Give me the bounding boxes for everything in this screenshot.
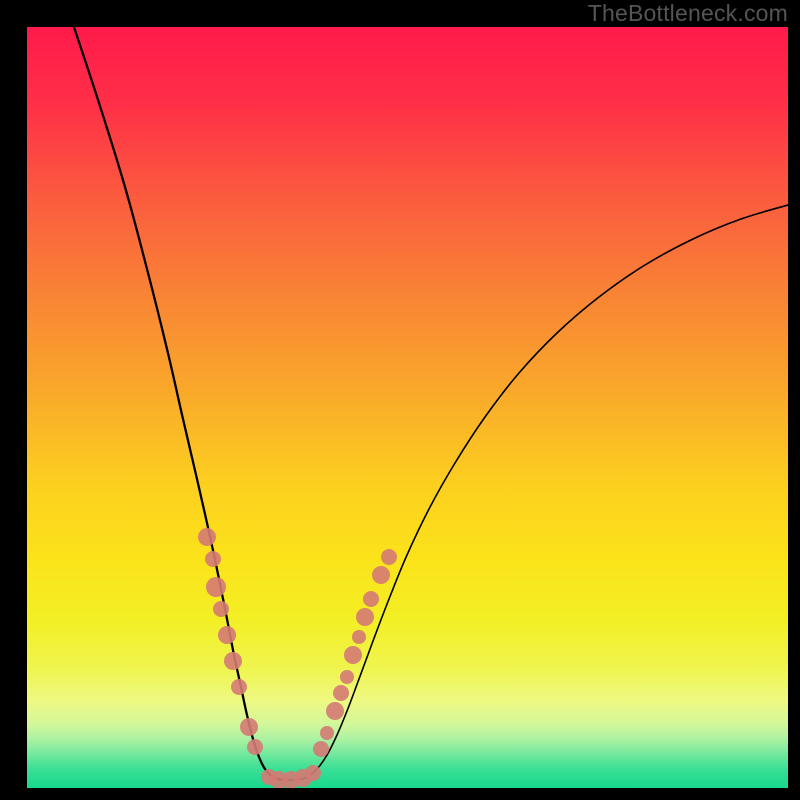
plot-area xyxy=(27,27,788,788)
marker-left xyxy=(224,652,242,670)
marker-left xyxy=(218,626,236,644)
marker-right xyxy=(344,646,362,664)
marker-bottom xyxy=(305,765,321,781)
marker-left xyxy=(213,601,229,617)
marker-right xyxy=(313,741,329,757)
marker-right xyxy=(326,702,344,720)
marker-left xyxy=(240,718,258,736)
chart-svg xyxy=(27,27,788,788)
marker-right xyxy=(333,685,349,701)
marker-right xyxy=(352,630,366,644)
watermark-text: TheBottleneck.com xyxy=(588,0,788,27)
marker-right xyxy=(381,549,397,565)
marker-left xyxy=(206,577,226,597)
curve-left xyxy=(74,27,283,780)
marker-right xyxy=(356,608,374,626)
marker-left xyxy=(247,739,263,755)
marker-right xyxy=(372,566,390,584)
marker-right xyxy=(363,591,379,607)
marker-left xyxy=(231,679,247,695)
curve-right xyxy=(283,205,788,780)
marker-left xyxy=(205,551,221,567)
marker-right xyxy=(320,726,334,740)
marker-left xyxy=(198,528,216,546)
marker-right xyxy=(340,670,354,684)
